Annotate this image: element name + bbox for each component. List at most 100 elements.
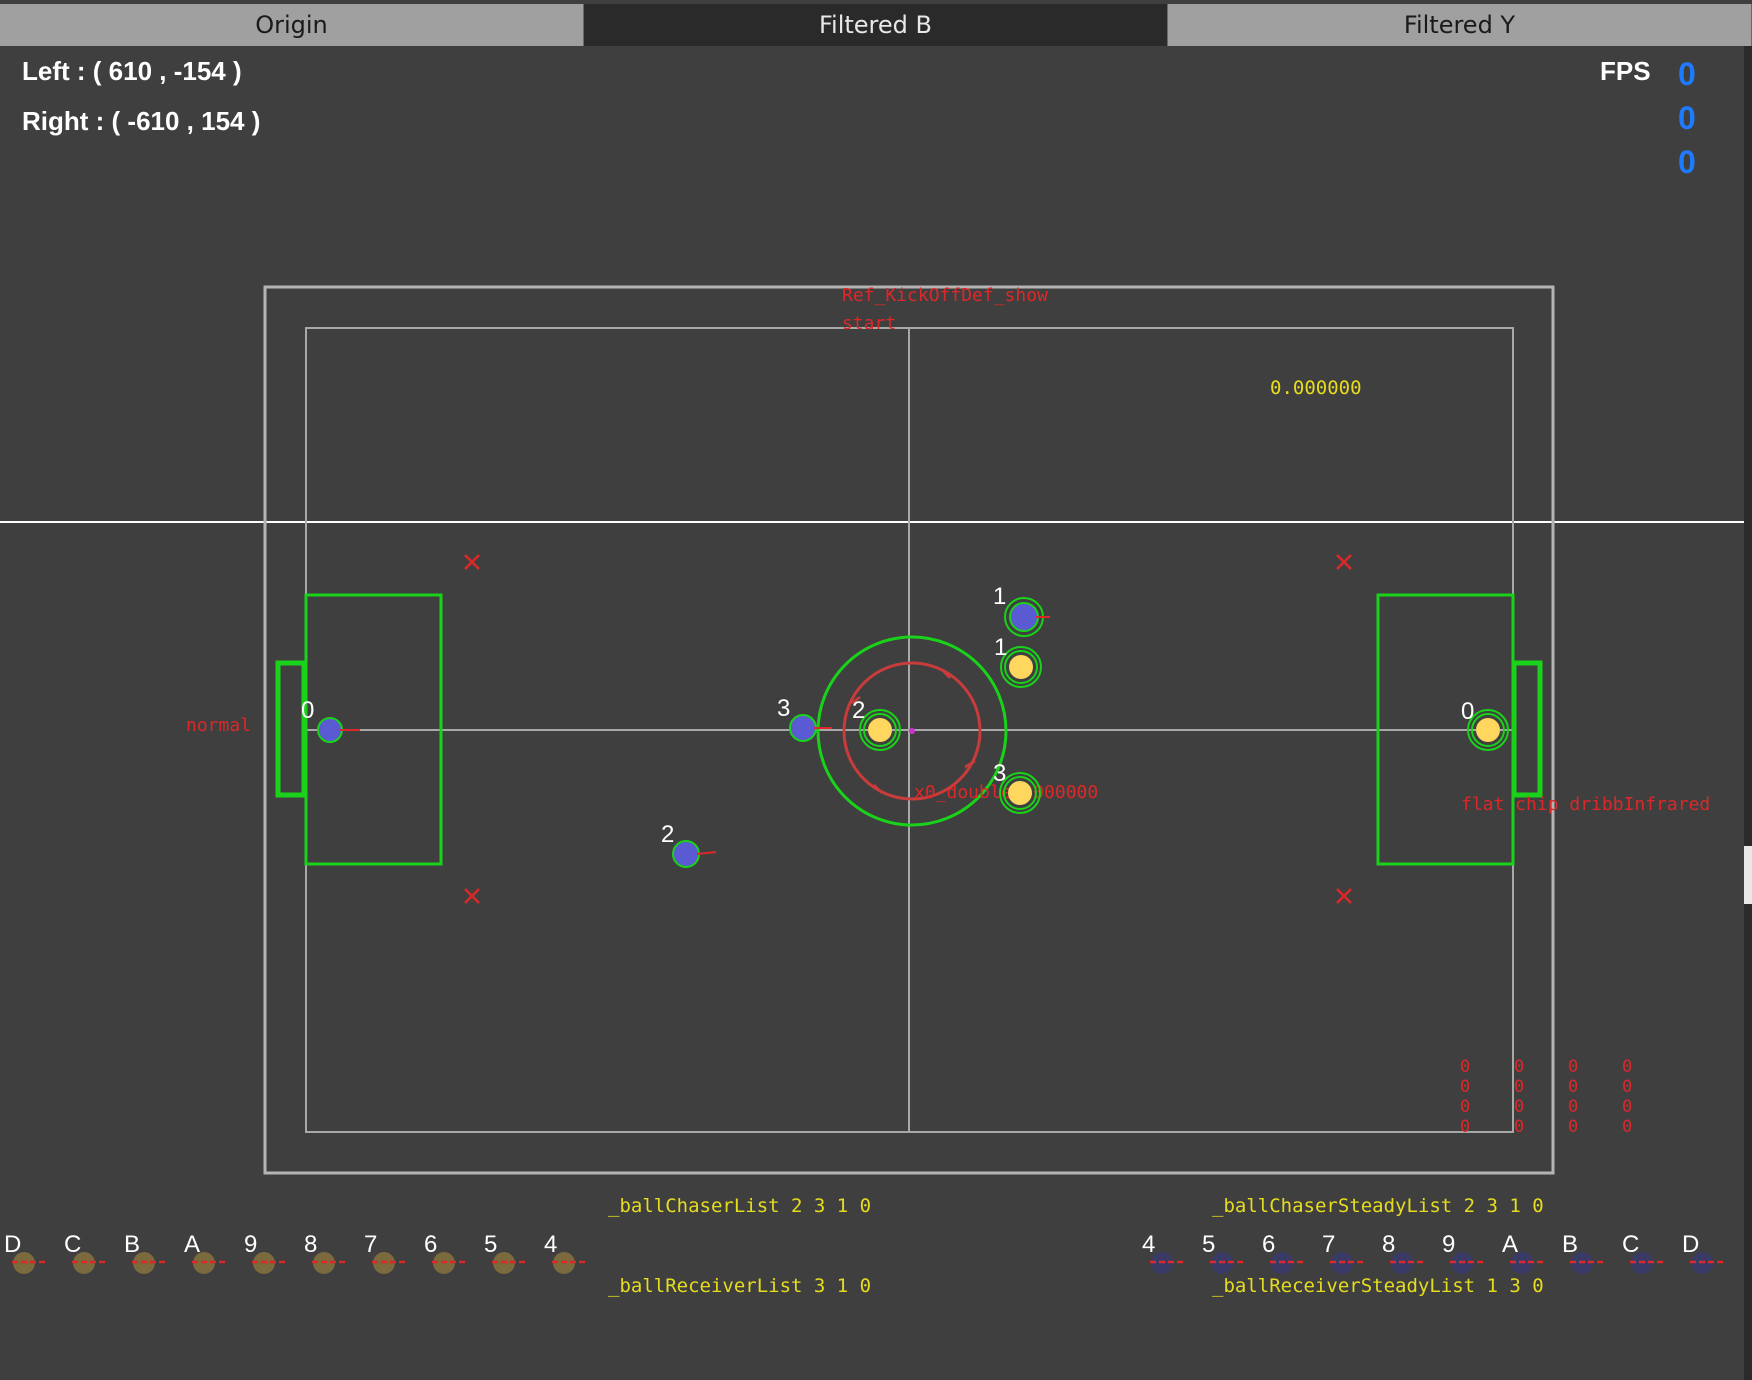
top-value-readout: 0.000000 — [1270, 377, 1362, 399]
svg-text:0: 0 — [1622, 1117, 1632, 1137]
bench-robot[interactable]: 4 — [544, 1231, 586, 1274]
bench-robot[interactable]: 9 — [1442, 1231, 1484, 1274]
goal-right — [1511, 660, 1543, 798]
bench-left: D C B A 9 8 7 6 5 4 — [4, 1231, 586, 1274]
right-coordinate: Right : ( -610 , 154 ) — [22, 106, 261, 136]
penalty-marks — [464, 554, 1352, 904]
tab-filtered-y[interactable]: Filtered Y — [1168, 4, 1752, 46]
svg-text:0: 0 — [1622, 1077, 1632, 1097]
robot-id-label: 3 — [777, 695, 790, 722]
svg-text:0: 0 — [1568, 1057, 1578, 1077]
bench-robot[interactable]: B — [1562, 1231, 1604, 1274]
fps-value-3: 0 — [1678, 144, 1696, 180]
bench-robot-label: 5 — [484, 1231, 497, 1258]
blue-robot-0[interactable]: 0 — [301, 697, 360, 743]
bench-robot[interactable]: A — [184, 1231, 226, 1274]
svg-text:0: 0 — [1514, 1117, 1524, 1137]
robot-id-label: 3 — [993, 760, 1006, 787]
bench-robot[interactable]: 9 — [244, 1231, 286, 1274]
bench-robot[interactable]: 7 — [1322, 1231, 1364, 1274]
svg-text:0: 0 — [1460, 1057, 1470, 1077]
yellow-robot-0[interactable]: 0 — [1461, 698, 1509, 751]
bench-robot-label: 9 — [1442, 1231, 1455, 1258]
svg-text:0: 0 — [1568, 1097, 1578, 1117]
ball-receiver-steady-list: _ballReceiverSteadyList 1 3 0 — [1212, 1275, 1544, 1297]
bench-robot-label: C — [64, 1231, 81, 1258]
bench-robot[interactable]: 6 — [424, 1231, 466, 1274]
bench-robot-label: 6 — [424, 1231, 437, 1258]
fps-value-2: 0 — [1678, 100, 1696, 136]
mark-x-icon — [1336, 888, 1352, 904]
yellow-robot-2[interactable]: 2 — [852, 697, 901, 751]
svg-text:0: 0 — [1568, 1077, 1578, 1097]
bench-robot-label: 8 — [304, 1231, 317, 1258]
bench-robot[interactable]: 8 — [304, 1231, 346, 1274]
fps-value-1: 0 — [1678, 56, 1696, 92]
sensor-flags-label: flat chip dribbInfrared — [1461, 794, 1710, 815]
bench-robot[interactable]: 5 — [1202, 1231, 1244, 1274]
bench-robot[interactable]: A — [1502, 1231, 1544, 1274]
view-tabs: Origin Filtered B Filtered Y — [0, 0, 1752, 46]
bench-robot[interactable]: D — [1682, 1231, 1724, 1274]
ball-chaser-steady-list: _ballChaserSteadyList 2 3 1 0 — [1212, 1195, 1544, 1217]
bench-robot[interactable]: 8 — [1382, 1231, 1424, 1274]
bench-robot[interactable]: C — [1622, 1231, 1664, 1274]
svg-text:0: 0 — [1622, 1097, 1632, 1117]
double-readout: x0_double0.000000 — [914, 782, 1098, 803]
robot-id-label: 0 — [301, 697, 314, 724]
bench-robot-label: 6 — [1262, 1231, 1275, 1258]
svg-text:0: 0 — [1460, 1097, 1470, 1117]
bench-robot-label: 5 — [1202, 1231, 1215, 1258]
svg-text:0: 0 — [1514, 1097, 1524, 1117]
fps-label: FPS — [1600, 56, 1651, 86]
svg-text:0: 0 — [1622, 1057, 1632, 1077]
bench-robot[interactable]: C — [64, 1231, 106, 1274]
robot-id-label: 2 — [852, 697, 865, 724]
robot-id-label: 1 — [994, 634, 1007, 661]
blue-robot-2[interactable]: 2 — [661, 821, 717, 868]
bench-robot-label: 4 — [544, 1231, 557, 1258]
bench-robot[interactable]: 6 — [1262, 1231, 1304, 1274]
tab-origin[interactable]: Origin — [0, 4, 584, 46]
yellow-robot-3[interactable]: 3 — [993, 760, 1041, 814]
bench-robot-label: C — [1622, 1231, 1639, 1258]
yellow-robot-1[interactable]: 1 — [994, 634, 1042, 688]
normal-label: normal — [186, 715, 251, 736]
blue-robot-3[interactable]: 3 — [777, 695, 832, 742]
ball-chaser-list: _ballChaserList 2 3 1 0 — [608, 1195, 871, 1217]
robot-id-label: 0 — [1461, 698, 1474, 725]
bench-robot-label: 4 — [1142, 1231, 1155, 1258]
bench-robot[interactable]: 5 — [484, 1231, 526, 1274]
blue-robot-1[interactable]: 1 — [993, 583, 1050, 637]
bench-robot-label: B — [124, 1231, 140, 1258]
field-outer-boundary — [263, 285, 1555, 1175]
ball — [909, 728, 915, 734]
robot-id-label: 1 — [993, 583, 1006, 610]
svg-text:0: 0 — [1514, 1057, 1524, 1077]
bench-robot[interactable]: 4 — [1142, 1231, 1184, 1274]
mark-x-icon — [464, 554, 480, 570]
tab-filtered-b[interactable]: Filtered B — [584, 4, 1168, 46]
start-label: start — [842, 313, 896, 334]
ball-receiver-list: _ballReceiverList 3 1 0 — [608, 1275, 871, 1297]
mark-x-icon — [1336, 554, 1352, 570]
bench-robot[interactable]: D — [4, 1231, 46, 1274]
center-red-circle — [842, 661, 982, 801]
bench-robot-label: D — [1682, 1231, 1699, 1258]
vertical-scrollbar[interactable] — [1744, 46, 1752, 1380]
svg-text:0: 0 — [1460, 1077, 1470, 1097]
svg-text:0: 0 — [1568, 1117, 1578, 1137]
bench-robot-label: 8 — [1382, 1231, 1395, 1258]
bench-robot-label: A — [184, 1231, 200, 1258]
bench-robot-label: D — [4, 1231, 21, 1258]
scrollbar-thumb[interactable] — [1744, 846, 1752, 904]
bench-robot-label: A — [1502, 1231, 1518, 1258]
bench-robot-label: B — [1562, 1231, 1578, 1258]
goal-left — [275, 660, 307, 798]
bench-robot-label: 9 — [244, 1231, 257, 1258]
bench-robot[interactable]: B — [124, 1231, 166, 1274]
center-red-ticks — [851, 669, 976, 794]
bench-robot[interactable]: 7 — [364, 1231, 406, 1274]
